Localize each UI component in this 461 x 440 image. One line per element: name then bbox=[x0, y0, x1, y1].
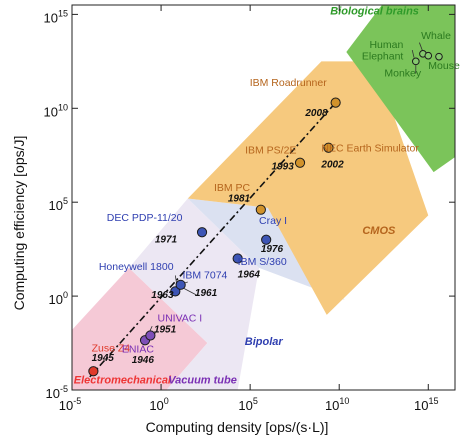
region-electromechanical bbox=[72, 267, 208, 390]
point-annotation: Monkey bbox=[384, 67, 422, 79]
point-annotation: 1976 bbox=[261, 244, 284, 255]
point-annotation: IBM Roadrunner bbox=[250, 77, 328, 89]
region-label: Vacuum tube bbox=[168, 374, 237, 386]
point-annotation: 1993 bbox=[272, 161, 295, 172]
axes-layer: 10-5 100 105 1010 1015 10-5 100 105 1010 1015 bbox=[44, 5, 455, 413]
data-point bbox=[294, 157, 306, 168]
callout-line bbox=[182, 287, 197, 296]
y-tick-label: 105 bbox=[49, 196, 68, 213]
plot-frame bbox=[71, 4, 456, 391]
point-annotation: 1963 bbox=[151, 290, 174, 301]
data-point bbox=[145, 330, 156, 341]
point-annotation: ENIAC bbox=[122, 343, 155, 355]
data-point bbox=[196, 227, 208, 238]
data-point bbox=[412, 57, 420, 66]
data-point bbox=[330, 97, 341, 108]
region-label: CMOS bbox=[362, 225, 396, 237]
y-tick-label: 1015 bbox=[44, 8, 68, 25]
x-tick-label: 10-5 bbox=[59, 396, 81, 413]
data-point bbox=[88, 366, 99, 377]
point-annotation: IBM 7074 bbox=[182, 269, 227, 281]
point-annotation: Cray I bbox=[259, 215, 287, 227]
point-annotation: 1981 bbox=[228, 193, 251, 204]
point-annotation: 1961 bbox=[195, 288, 218, 299]
x-axis-label: Computing density [ops/(s·L)] bbox=[146, 419, 329, 435]
y-axis-label: Computing efficiency [ops/J] bbox=[11, 136, 27, 311]
region-label: Electromechanical bbox=[74, 374, 172, 386]
regions-layer bbox=[72, 5, 455, 390]
point-annotation: IBM PC bbox=[214, 182, 251, 194]
point-annotation: 1945 bbox=[92, 353, 115, 364]
data-point bbox=[255, 204, 266, 215]
y-tick-label: 1010 bbox=[44, 102, 68, 119]
point-annotation: Whale bbox=[421, 30, 451, 42]
data-point bbox=[170, 286, 181, 297]
region-biological-brains bbox=[346, 5, 455, 173]
region-vacuum-tube bbox=[129, 198, 260, 390]
data-point bbox=[232, 253, 243, 264]
point-annotation: Honeywell 1800 bbox=[99, 261, 174, 273]
x-tick-label: 105 bbox=[238, 396, 257, 413]
point-annotation: 1971 bbox=[155, 235, 178, 246]
x-tick-label: 1010 bbox=[325, 396, 349, 413]
point-annotation: IBM S/360 bbox=[238, 256, 287, 268]
region-label: Bipolar bbox=[245, 336, 284, 348]
point-annotation: 2002 bbox=[320, 159, 344, 170]
point-annotation: UNIVAC I bbox=[158, 312, 203, 324]
y-tick-label: 10-5 bbox=[46, 384, 68, 401]
trend-line bbox=[89, 102, 337, 378]
data-point bbox=[175, 279, 186, 290]
region-label: Biological brains bbox=[330, 5, 419, 17]
point-annotation: 1964 bbox=[238, 269, 261, 280]
data-point bbox=[424, 51, 433, 60]
data-point bbox=[435, 52, 443, 61]
point-annotation: Elephant bbox=[362, 50, 404, 62]
data-point bbox=[323, 142, 334, 153]
points-layer bbox=[88, 50, 443, 377]
point-annotation: 1946 bbox=[132, 355, 155, 366]
x-tick-label: 100 bbox=[149, 396, 168, 413]
point-annotation: 2008 bbox=[304, 108, 328, 119]
point-annotation: Mouse bbox=[428, 60, 460, 72]
y-tick-label: 100 bbox=[49, 290, 68, 307]
point-annotation: Human bbox=[369, 39, 403, 51]
data-point bbox=[261, 234, 272, 245]
point-annotation: Zuse Z4 bbox=[92, 343, 131, 355]
point-annotation: NEC Earth Simulator bbox=[321, 142, 419, 154]
point-annotation: DEC PDP-11/20 bbox=[107, 212, 183, 224]
point-annotation: 1951 bbox=[154, 325, 177, 336]
callout-line bbox=[411, 49, 415, 58]
x-tick-label: 1015 bbox=[414, 396, 438, 413]
trend-layer bbox=[89, 102, 337, 378]
region-cmos bbox=[187, 61, 429, 315]
point-annotation: IBM PS/2E bbox=[245, 144, 296, 156]
